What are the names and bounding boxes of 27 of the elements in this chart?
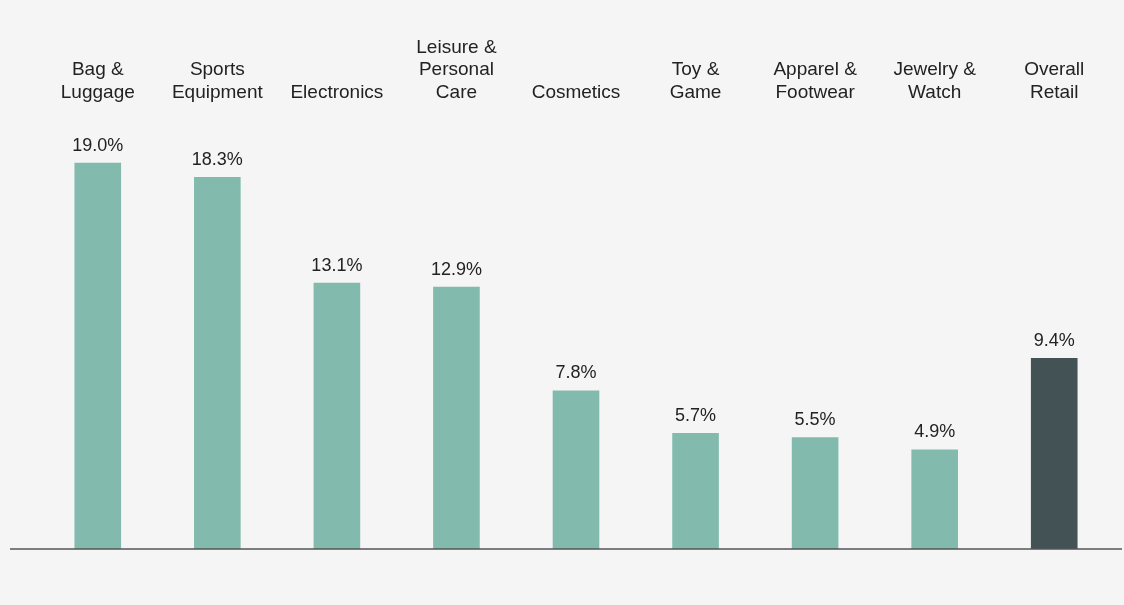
bar — [1030, 357, 1078, 549]
bar — [791, 437, 839, 549]
x-tick-label: Bag & Luggage — [60, 58, 135, 103]
bar — [552, 390, 600, 549]
x-tick-label: Leisure & Personal Care — [416, 35, 497, 103]
data-label: 18.3% — [191, 148, 243, 169]
x-tick-label: Jewelry & Watch — [893, 58, 977, 103]
data-label: 13.1% — [311, 254, 363, 275]
x-tick-label: Apparel & Footwear — [773, 58, 858, 103]
x-tick-label: Sports Equipment — [171, 58, 264, 103]
x-tick-label: Overall Retail — [1024, 58, 1085, 103]
bar — [911, 449, 958, 549]
x-tick-label: Electronics — [290, 81, 384, 103]
data-label: 5.5% — [794, 409, 836, 430]
bar — [433, 286, 480, 549]
bar — [313, 282, 361, 549]
data-label: 5.7% — [675, 405, 717, 426]
bar — [194, 176, 241, 549]
bar — [672, 433, 719, 549]
data-label: 12.9% — [430, 258, 482, 279]
x-tick-label: Cosmetics — [531, 81, 621, 103]
data-label: 4.9% — [914, 421, 956, 442]
data-label: 9.4% — [1033, 329, 1075, 350]
data-label: 19.0% — [72, 134, 124, 155]
data-label: 7.8% — [555, 362, 597, 383]
bar — [74, 162, 122, 549]
x-tick-label: Toy & Game — [669, 58, 722, 103]
